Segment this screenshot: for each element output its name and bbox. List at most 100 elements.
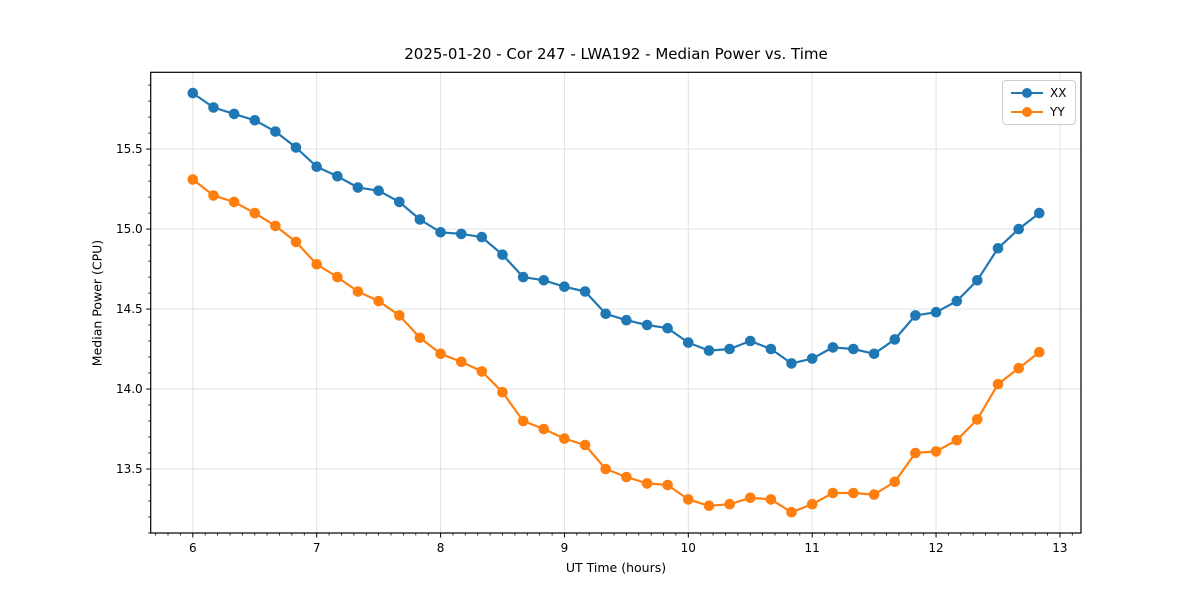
y-tick-label: 14.5 (116, 302, 143, 316)
data-point-yy (497, 386, 508, 398)
plot-border (150, 71, 1082, 534)
data-point-xx (435, 227, 446, 238)
data-point-xx (621, 314, 632, 326)
data-point-xx (951, 295, 963, 307)
data-point-xx (456, 228, 467, 240)
data-point-xx (538, 275, 550, 286)
data-point-yy (951, 434, 963, 446)
data-point-xx (848, 343, 859, 355)
data-point-xx (517, 271, 529, 283)
data-point-xx (662, 322, 673, 334)
data-point-xx (683, 337, 694, 348)
data-point-yy (538, 423, 550, 435)
data-point-yy (332, 271, 343, 283)
data-point-xx (745, 335, 756, 347)
data-point-yy (559, 433, 570, 444)
data-point-yy (972, 414, 983, 425)
data-point-xx (992, 243, 1004, 254)
data-point-yy (930, 446, 942, 457)
data-point-yy (228, 196, 240, 208)
data-point-xx (600, 308, 611, 320)
data-point-xx (311, 161, 323, 172)
data-point-yy (456, 356, 467, 368)
data-point-yy (600, 463, 611, 475)
y-tick-label: 14.0 (116, 382, 143, 396)
data-point-xx (889, 334, 901, 345)
data-point-xx (352, 182, 364, 193)
legend-label-xx: XX (1050, 86, 1067, 100)
data-point-xx (703, 345, 715, 356)
legend-label-yy: YY (1050, 105, 1065, 119)
legend-marker-xx-icon (1011, 87, 1043, 99)
data-point-xx (579, 286, 591, 297)
x-tick-label: 9 (561, 541, 569, 555)
y-tick-label: 15.0 (116, 222, 143, 236)
data-point-yy (910, 447, 921, 459)
data-point-yy (579, 439, 591, 451)
data-point-yy (394, 310, 405, 321)
legend-marker-yy-icon (1011, 106, 1043, 118)
data-point-xx (228, 108, 240, 120)
data-point-xx (414, 214, 426, 225)
data-point-xx (1034, 207, 1045, 219)
x-axis-label: UT Time (hours) (565, 560, 667, 575)
data-point-xx (972, 275, 983, 286)
data-point-yy (703, 500, 715, 512)
data-point-xx (910, 310, 921, 321)
data-point-yy (806, 498, 818, 510)
data-point-yy (683, 494, 694, 505)
data-point-yy (373, 295, 384, 307)
data-point-yy (724, 498, 735, 510)
data-point-yy (992, 378, 1004, 390)
x-tick-label: 13 (1052, 541, 1067, 555)
data-point-yy (827, 487, 839, 499)
data-point-xx (724, 343, 735, 355)
data-point-xx (1013, 223, 1024, 235)
data-point-xx (930, 306, 942, 318)
data-point-xx (786, 358, 797, 369)
data-point-yy (621, 471, 632, 483)
data-point-yy (1034, 346, 1045, 358)
legend-entry-xx: XX (1011, 86, 1067, 100)
data-point-xx (559, 281, 570, 293)
data-point-yy (517, 415, 529, 427)
data-point-yy (311, 259, 323, 270)
data-point-yy (745, 492, 756, 504)
data-point-yy (765, 494, 777, 505)
data-point-xx (806, 353, 818, 364)
data-point-xx (827, 342, 839, 353)
data-point-yy (249, 207, 261, 219)
data-point-yy (414, 332, 426, 344)
data-point-yy (187, 174, 199, 185)
data-point-xx (641, 319, 653, 331)
data-point-yy (208, 190, 219, 201)
data-point-yy (848, 487, 859, 499)
y-tick-label: 15.5 (116, 142, 143, 156)
data-point-yy (270, 220, 281, 232)
x-tick-label: 8 (437, 541, 445, 555)
data-point-yy (889, 476, 901, 488)
data-point-yy (290, 236, 302, 248)
data-point-xx (290, 142, 302, 153)
data-point-xx (394, 196, 405, 208)
data-point-xx (765, 343, 777, 355)
x-tick-label: 12 (928, 541, 943, 555)
data-point-yy (435, 348, 446, 360)
x-tick-label: 11 (805, 541, 820, 555)
legend-entry-yy: YY (1011, 105, 1067, 119)
data-point-yy (786, 506, 797, 518)
y-axis-label: Median Power (CPU) (89, 239, 105, 367)
data-point-xx (476, 231, 488, 243)
data-point-yy (868, 489, 880, 500)
data-point-xx (373, 185, 384, 196)
x-tick-label: 7 (313, 541, 321, 555)
legend: XX YY (1002, 80, 1076, 125)
x-tick-label: 6 (189, 541, 197, 555)
data-point-xx (270, 126, 281, 137)
data-point-yy (662, 479, 673, 491)
data-point-xx (868, 348, 880, 360)
data-point-yy (1013, 362, 1024, 374)
series-line-xx (191, 91, 1041, 365)
